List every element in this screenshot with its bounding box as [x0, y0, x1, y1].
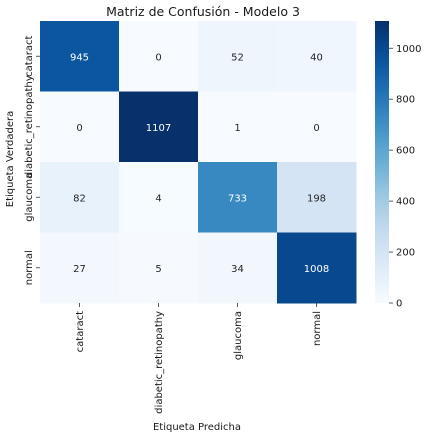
heatmap-cell: [40, 21, 120, 92]
heatmap-cell: [277, 21, 357, 92]
colorbar: 0 200 400 600 800 1000: [375, 21, 421, 310]
x-axis-label: Etiqueta Predicha: [153, 422, 241, 433]
cell-value-label: 34: [231, 264, 244, 275]
x-tick-label: cataract: [75, 311, 86, 352]
cell-value-label: 27: [73, 264, 86, 275]
cell-value-label: 0: [76, 123, 82, 134]
heatmap-cell: [119, 21, 199, 92]
cell-value-label: 1107: [146, 123, 171, 134]
cell-value-label: 40: [310, 52, 323, 63]
heatmap-cell: [198, 232, 278, 304]
chart-title: Matriz de Confusión - Modelo 3: [106, 4, 300, 19]
cell-value-label: 733: [228, 193, 247, 204]
y-tick-label: cataract: [24, 36, 35, 77]
heatmap-cells: 945 0 52 40 0 1107 1 0 82 4 733 198 27 5 34 1008: [40, 21, 357, 304]
y-axis-label: Etiqueta Verdadera: [5, 111, 16, 207]
heatmap-cell: [119, 232, 199, 304]
colorbar-tick-label: 600: [396, 146, 415, 157]
colorbar-tick-label: 200: [396, 248, 415, 259]
colorbar-tick-label: 400: [396, 197, 415, 208]
colorbar-tick-label: 1000: [396, 44, 421, 55]
cell-value-label: 1: [234, 123, 240, 134]
cell-value-label: 0: [313, 123, 319, 134]
cell-value-label: 945: [70, 52, 89, 63]
cell-value-label: 1008: [304, 264, 329, 275]
colorbar-tick-label: 800: [396, 95, 415, 106]
x-tick-label: normal: [312, 311, 323, 346]
heatmap-cell: [198, 91, 278, 163]
heatmap-cell: [40, 91, 120, 163]
x-tick-label: glaucoma: [233, 311, 244, 360]
cell-value-label: 52: [231, 52, 244, 63]
heatmap-cell: [40, 232, 120, 304]
x-tick-label: diabetic_retinopathy: [154, 311, 165, 414]
y-tick-label: diabetic_retinopathy: [24, 75, 35, 178]
cell-value-label: 0: [155, 52, 161, 63]
heatmap-cell: [277, 91, 357, 163]
colorbar-gradient: [375, 21, 389, 303]
cell-value-label: 5: [155, 264, 161, 275]
cell-value-label: 198: [307, 193, 326, 204]
cell-value-label: 4: [155, 193, 161, 204]
x-tick-labels: cataract diabetic_retinopathy glaucoma norm…: [75, 303, 323, 414]
heatmap-cell: [119, 162, 199, 233]
heatmap-cell: [277, 232, 357, 304]
cell-value-label: 82: [73, 193, 86, 204]
heatmap-cell: [198, 162, 278, 233]
heatmap-cell: [40, 162, 120, 233]
heatmap-cell: [277, 162, 357, 233]
y-tick-label: normal: [24, 250, 35, 285]
colorbar-tick-label: 0: [396, 299, 402, 310]
heatmap-cell: [119, 91, 199, 163]
heatmap-cell: [198, 21, 278, 92]
y-tick-label: glaucoma: [24, 173, 35, 222]
